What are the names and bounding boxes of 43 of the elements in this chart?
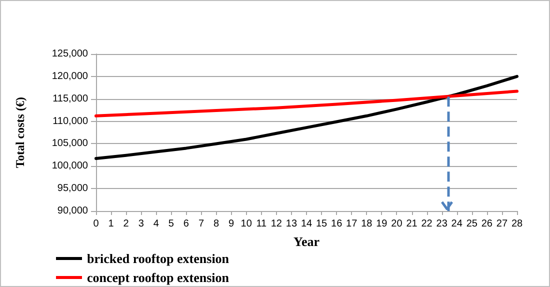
x-tick-label: 24 [451,218,463,230]
x-tick-label: 0 [93,218,100,230]
x-tick-label: 9 [228,218,235,230]
x-tick-label: 21 [406,218,418,230]
x-tick-label: 20 [391,218,403,230]
y-tick-label: 100,000 [52,160,88,172]
line-series [94,74,518,160]
x-tick-label: 22 [421,218,433,230]
x-axis-title: Year [294,234,320,249]
x-tick-label: 4 [153,218,160,230]
x-tick-label: 6 [183,218,190,230]
x-tick-label: 17 [346,218,358,230]
x-tick-label: 26 [481,218,493,230]
x-tick-label: 12 [270,218,282,230]
y-axis-title: Total costs (€) [13,97,27,168]
x-tick-label: 3 [138,218,144,230]
x-tick-label: 14 [300,218,312,230]
x-tick-label: 5 [168,218,174,230]
x-tick-label: 7 [198,218,204,230]
x-tick-label: 25 [466,218,478,230]
y-tick-label: 95,000 [57,183,88,194]
x-tick-label: 19 [376,218,388,230]
x-tick-label: 13 [286,218,298,230]
x-tick-label: 8 [214,218,220,230]
x-tick-label: 11 [256,218,268,230]
x-tick-label: 16 [331,218,343,230]
x-tick-label: 18 [361,218,373,230]
y-tick-label: 115,000 [52,93,88,104]
y-tick-label: 120,000 [52,70,88,82]
legend-label: bricked rooftop extension [87,251,230,266]
line-series [94,90,518,118]
legend-label: concept rooftop extension [87,270,230,285]
y-tick-label: 125,000 [52,48,88,60]
x-tick-label: 27 [496,218,508,230]
y-tick-label: 110,000 [52,116,88,127]
x-tick-label: 10 [240,218,252,230]
x-tick-label: 28 [511,218,523,230]
x-tick-label: 23 [436,218,448,230]
x-tick-label: 2 [123,218,130,230]
y-tick-label: 90,000 [57,206,88,216]
x-tick-label: 15 [316,218,328,230]
y-tick-label: 105,000 [52,138,88,150]
x-tick-label: 1 [108,218,114,230]
